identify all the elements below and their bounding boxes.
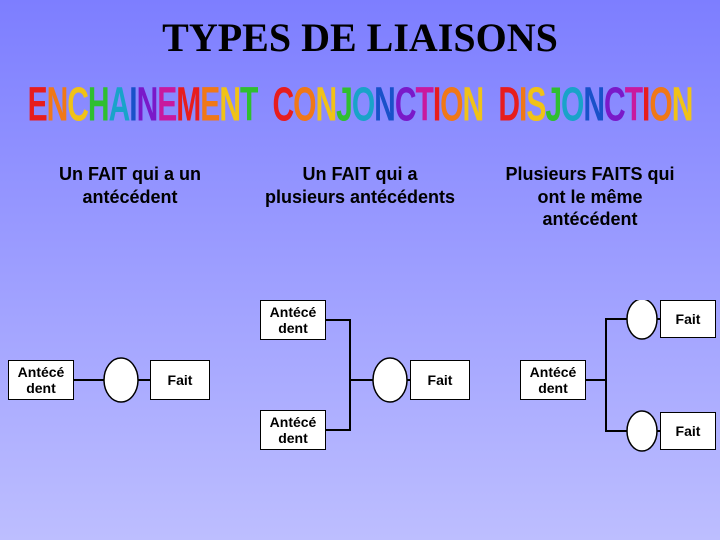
header-disjonction: DISJONCTION [498, 79, 692, 133]
conjonction-c-ante1: Antécédent [260, 300, 326, 340]
header-row: ENCHAINEMENT CONJONCTION DISJONCTION [0, 89, 720, 123]
enchainement-e-ante: Antécédent [8, 360, 74, 400]
header-conjonction: CONJONCTION [272, 79, 483, 133]
desc-disjonction: Plusieurs FAITS qui ont le même antécéde… [470, 163, 690, 231]
enchainement-e-fait: Fait [150, 360, 210, 400]
descriptions-row: Un FAIT qui a un antécédent Un FAIT qui … [0, 163, 720, 231]
desc-conjonction: Un FAIT qui a plusieurs antécédents [250, 163, 470, 231]
disjonction-d-fait1: Fait [660, 300, 716, 338]
conjonction-c-fait: Fait [410, 360, 470, 400]
page-title: TYPES DE LIAISONS [0, 0, 720, 61]
diagram-lines [0, 300, 720, 520]
desc-enchainement: Un FAIT qui a un antécédent [30, 163, 250, 231]
conjonction-c-ante2: Antécédent [260, 410, 326, 450]
header-enchainement: ENCHAINEMENT [28, 79, 258, 133]
disjonction-d-ante: Antécédent [520, 360, 586, 400]
disjonction-d-fait2: Fait [660, 412, 716, 450]
diagram-area: Antécédent Fait Antécédent Antécédent Fait An… [0, 300, 720, 520]
